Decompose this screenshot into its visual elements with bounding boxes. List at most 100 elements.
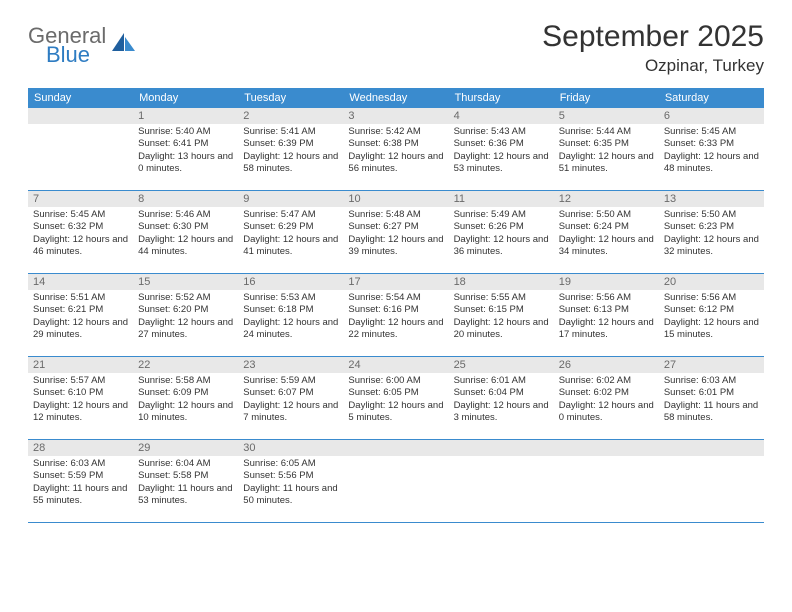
day-details: Sunrise: 5:48 AMSunset: 6:27 PMDaylight:… bbox=[343, 207, 448, 262]
day-number: 3 bbox=[343, 108, 448, 124]
sunset-text: Sunset: 6:18 PM bbox=[243, 304, 338, 316]
calendar-page: General Blue September 2025 Ozpinar, Tur… bbox=[0, 0, 792, 543]
daylight-text: Daylight: 12 hours and 46 minutes. bbox=[33, 234, 128, 259]
daylight-text: Daylight: 12 hours and 20 minutes. bbox=[454, 317, 549, 342]
day-details: Sunrise: 5:44 AMSunset: 6:35 PMDaylight:… bbox=[554, 124, 659, 179]
week-row: 14Sunrise: 5:51 AMSunset: 6:21 PMDayligh… bbox=[28, 274, 764, 357]
sunrise-text: Sunrise: 6:05 AM bbox=[243, 458, 338, 470]
sunset-text: Sunset: 6:35 PM bbox=[559, 138, 654, 150]
day-details: Sunrise: 5:46 AMSunset: 6:30 PMDaylight:… bbox=[133, 207, 238, 262]
sunrise-text: Sunrise: 5:41 AM bbox=[243, 126, 338, 138]
day-details: Sunrise: 5:47 AMSunset: 6:29 PMDaylight:… bbox=[238, 207, 343, 262]
day-number: 22 bbox=[133, 357, 238, 373]
sunset-text: Sunset: 6:32 PM bbox=[33, 221, 128, 233]
daylight-text: Daylight: 13 hours and 0 minutes. bbox=[138, 151, 233, 176]
sunset-text: Sunset: 6:05 PM bbox=[348, 387, 443, 399]
day-details: Sunrise: 5:41 AMSunset: 6:39 PMDaylight:… bbox=[238, 124, 343, 179]
daylight-text: Daylight: 12 hours and 44 minutes. bbox=[138, 234, 233, 259]
dayhead-thu: Thursday bbox=[449, 88, 554, 108]
day-details: Sunrise: 5:42 AMSunset: 6:38 PMDaylight:… bbox=[343, 124, 448, 179]
logo-text: General Blue bbox=[28, 24, 106, 66]
day-number: 2 bbox=[238, 108, 343, 124]
sunrise-text: Sunrise: 5:56 AM bbox=[664, 292, 759, 304]
dayhead-mon: Monday bbox=[133, 88, 238, 108]
daylight-text: Daylight: 12 hours and 58 minutes. bbox=[243, 151, 338, 176]
sunset-text: Sunset: 6:26 PM bbox=[454, 221, 549, 233]
day-details: Sunrise: 5:56 AMSunset: 6:12 PMDaylight:… bbox=[659, 290, 764, 345]
sunset-text: Sunset: 6:24 PM bbox=[559, 221, 654, 233]
daylight-text: Daylight: 12 hours and 5 minutes. bbox=[348, 400, 443, 425]
sunset-text: Sunset: 6:01 PM bbox=[664, 387, 759, 399]
daylight-text: Daylight: 12 hours and 32 minutes. bbox=[664, 234, 759, 259]
day-cell: 16Sunrise: 5:53 AMSunset: 6:18 PMDayligh… bbox=[238, 274, 343, 357]
day-number: 24 bbox=[343, 357, 448, 373]
day-number: 15 bbox=[133, 274, 238, 290]
sunset-text: Sunset: 6:07 PM bbox=[243, 387, 338, 399]
day-number: 14 bbox=[28, 274, 133, 290]
sunset-text: Sunset: 6:39 PM bbox=[243, 138, 338, 150]
day-cell: . bbox=[28, 108, 133, 191]
sunrise-text: Sunrise: 5:57 AM bbox=[33, 375, 128, 387]
daylight-text: Daylight: 12 hours and 10 minutes. bbox=[138, 400, 233, 425]
week-row: .1Sunrise: 5:40 AMSunset: 6:41 PMDayligh… bbox=[28, 108, 764, 191]
daylight-text: Daylight: 12 hours and 48 minutes. bbox=[664, 151, 759, 176]
day-number: 26 bbox=[554, 357, 659, 373]
day-cell: 29Sunrise: 6:04 AMSunset: 5:58 PMDayligh… bbox=[133, 440, 238, 523]
dayhead-wed: Wednesday bbox=[343, 88, 448, 108]
dayhead-sun: Sunday bbox=[28, 88, 133, 108]
day-cell: 28Sunrise: 6:03 AMSunset: 5:59 PMDayligh… bbox=[28, 440, 133, 523]
sunset-text: Sunset: 6:33 PM bbox=[664, 138, 759, 150]
day-cell: 14Sunrise: 5:51 AMSunset: 6:21 PMDayligh… bbox=[28, 274, 133, 357]
day-cell: 3Sunrise: 5:42 AMSunset: 6:38 PMDaylight… bbox=[343, 108, 448, 191]
day-details: Sunrise: 5:53 AMSunset: 6:18 PMDaylight:… bbox=[238, 290, 343, 345]
day-number: . bbox=[343, 440, 448, 456]
daylight-text: Daylight: 12 hours and 15 minutes. bbox=[664, 317, 759, 342]
calendar-table: Sunday Monday Tuesday Wednesday Thursday… bbox=[28, 88, 764, 523]
sunrise-text: Sunrise: 6:04 AM bbox=[138, 458, 233, 470]
daylight-text: Daylight: 12 hours and 0 minutes. bbox=[559, 400, 654, 425]
daylight-text: Daylight: 12 hours and 56 minutes. bbox=[348, 151, 443, 176]
day-number: 20 bbox=[659, 274, 764, 290]
day-number: 12 bbox=[554, 191, 659, 207]
sunset-text: Sunset: 6:16 PM bbox=[348, 304, 443, 316]
day-details: Sunrise: 5:49 AMSunset: 6:26 PMDaylight:… bbox=[449, 207, 554, 262]
sunset-text: Sunset: 6:15 PM bbox=[454, 304, 549, 316]
sunset-text: Sunset: 6:02 PM bbox=[559, 387, 654, 399]
day-details: Sunrise: 6:03 AMSunset: 6:01 PMDaylight:… bbox=[659, 373, 764, 428]
day-number: 8 bbox=[133, 191, 238, 207]
daylight-text: Daylight: 11 hours and 50 minutes. bbox=[243, 483, 338, 508]
day-cell: 1Sunrise: 5:40 AMSunset: 6:41 PMDaylight… bbox=[133, 108, 238, 191]
sunset-text: Sunset: 5:59 PM bbox=[33, 470, 128, 482]
day-cell: 5Sunrise: 5:44 AMSunset: 6:35 PMDaylight… bbox=[554, 108, 659, 191]
day-number: 6 bbox=[659, 108, 764, 124]
daylight-text: Daylight: 12 hours and 29 minutes. bbox=[33, 317, 128, 342]
day-cell: 6Sunrise: 5:45 AMSunset: 6:33 PMDaylight… bbox=[659, 108, 764, 191]
sunrise-text: Sunrise: 5:56 AM bbox=[559, 292, 654, 304]
sunrise-text: Sunrise: 6:01 AM bbox=[454, 375, 549, 387]
week-row: 28Sunrise: 6:03 AMSunset: 5:59 PMDayligh… bbox=[28, 440, 764, 523]
day-number: 19 bbox=[554, 274, 659, 290]
sunrise-text: Sunrise: 5:40 AM bbox=[138, 126, 233, 138]
day-details: Sunrise: 5:45 AMSunset: 6:33 PMDaylight:… bbox=[659, 124, 764, 179]
daylight-text: Daylight: 12 hours and 7 minutes. bbox=[243, 400, 338, 425]
sunset-text: Sunset: 6:04 PM bbox=[454, 387, 549, 399]
sunset-text: Sunset: 6:27 PM bbox=[348, 221, 443, 233]
dayhead-sat: Saturday bbox=[659, 88, 764, 108]
title-block: September 2025 Ozpinar, Turkey bbox=[542, 20, 764, 76]
daylight-text: Daylight: 12 hours and 36 minutes. bbox=[454, 234, 549, 259]
day-number: 13 bbox=[659, 191, 764, 207]
day-cell: 18Sunrise: 5:55 AMSunset: 6:15 PMDayligh… bbox=[449, 274, 554, 357]
day-number: 7 bbox=[28, 191, 133, 207]
sunrise-text: Sunrise: 5:46 AM bbox=[138, 209, 233, 221]
sunrise-text: Sunrise: 5:45 AM bbox=[664, 126, 759, 138]
day-details: Sunrise: 5:52 AMSunset: 6:20 PMDaylight:… bbox=[133, 290, 238, 345]
day-number: 25 bbox=[449, 357, 554, 373]
day-details: Sunrise: 5:56 AMSunset: 6:13 PMDaylight:… bbox=[554, 290, 659, 345]
sunset-text: Sunset: 6:12 PM bbox=[664, 304, 759, 316]
daylight-text: Daylight: 11 hours and 55 minutes. bbox=[33, 483, 128, 508]
day-number: 11 bbox=[449, 191, 554, 207]
day-cell: 9Sunrise: 5:47 AMSunset: 6:29 PMDaylight… bbox=[238, 191, 343, 274]
day-details: Sunrise: 6:01 AMSunset: 6:04 PMDaylight:… bbox=[449, 373, 554, 428]
day-cell: 26Sunrise: 6:02 AMSunset: 6:02 PMDayligh… bbox=[554, 357, 659, 440]
page-subtitle: Ozpinar, Turkey bbox=[542, 56, 764, 76]
